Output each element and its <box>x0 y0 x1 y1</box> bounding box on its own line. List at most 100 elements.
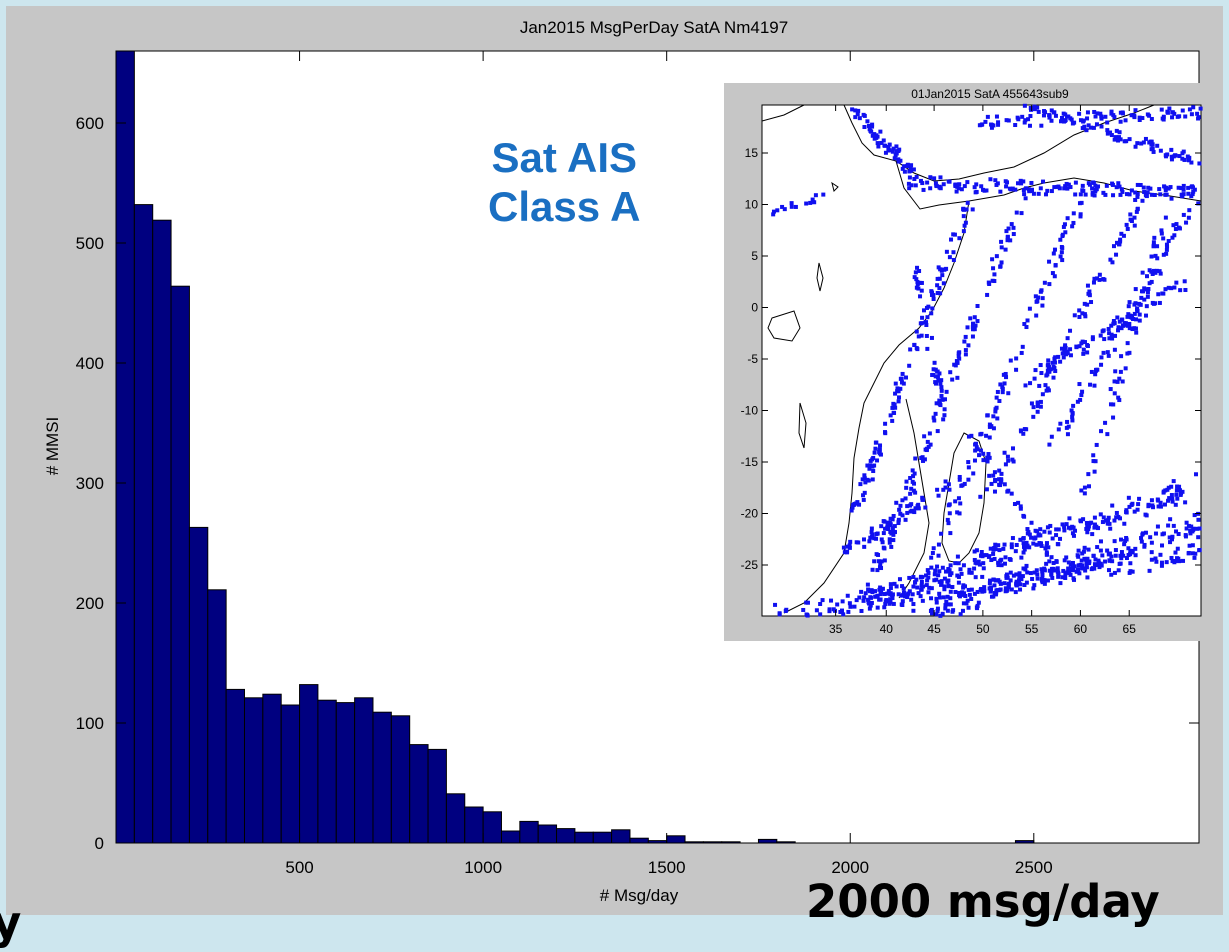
ship-position-point <box>1066 560 1071 565</box>
ship-position-point <box>862 476 867 481</box>
ship-position-point <box>962 184 967 189</box>
ship-position-point <box>1097 277 1102 282</box>
ship-position-point <box>1140 531 1145 536</box>
ship-position-point <box>1159 228 1164 233</box>
ship-position-point <box>1103 559 1108 564</box>
ship-position-point <box>1058 254 1063 259</box>
ship-position-point <box>982 585 987 590</box>
ship-position-point <box>1125 226 1130 231</box>
ship-position-point <box>773 602 778 607</box>
ship-position-point <box>974 182 979 187</box>
ship-position-point <box>929 335 934 340</box>
ship-position-point <box>983 119 988 124</box>
ship-position-point <box>1143 512 1148 517</box>
inset-x-tick-label: 50 <box>976 622 990 636</box>
ship-position-point <box>972 549 977 554</box>
ship-position-point <box>1111 415 1116 420</box>
ship-position-point <box>1186 185 1191 190</box>
ship-position-point <box>879 590 884 595</box>
ship-position-point <box>955 573 960 578</box>
ship-position-point <box>780 204 785 209</box>
ship-position-point <box>940 397 945 402</box>
ship-position-point <box>1098 548 1103 553</box>
ship-position-point <box>1117 398 1122 403</box>
ship-position-point <box>1143 136 1148 141</box>
ship-position-point <box>926 444 931 449</box>
ship-position-point <box>862 537 867 542</box>
ship-position-point <box>1135 194 1140 199</box>
ship-position-point <box>1125 341 1130 346</box>
histogram-bar <box>519 820 539 844</box>
ship-position-point <box>888 597 893 602</box>
ship-position-point <box>1117 376 1122 381</box>
histogram-bar <box>1014 840 1035 844</box>
ship-position-point <box>1105 120 1110 125</box>
ship-position-point <box>818 612 823 617</box>
ship-position-point <box>862 544 867 549</box>
ship-position-point <box>946 602 951 607</box>
ship-position-point <box>879 140 884 145</box>
ship-position-point <box>1153 253 1158 258</box>
ship-position-point <box>1095 545 1100 550</box>
ship-position-point <box>1158 271 1163 276</box>
ship-position-point <box>937 371 942 376</box>
ship-position-point <box>920 598 925 603</box>
ship-position-point <box>915 265 920 270</box>
ship-position-point <box>931 546 936 551</box>
ship-position-point <box>1021 541 1026 546</box>
ship-position-point <box>900 602 905 607</box>
ship-position-point <box>1077 571 1082 576</box>
ship-position-point <box>1121 553 1126 558</box>
histogram-bar <box>133 204 154 844</box>
ship-position-point <box>1025 543 1030 548</box>
ship-position-point <box>1092 515 1097 520</box>
ship-position-point <box>935 283 940 288</box>
ship-position-point <box>1016 500 1021 505</box>
ship-position-point <box>937 591 942 596</box>
ship-position-point <box>887 523 892 528</box>
ship-position-point <box>1103 420 1108 425</box>
ship-position-point <box>891 514 896 519</box>
ship-position-point <box>1114 128 1119 133</box>
ship-position-point <box>1010 446 1015 451</box>
ship-position-point <box>1065 419 1070 424</box>
ship-position-point <box>1112 137 1117 142</box>
ship-position-point <box>928 442 933 447</box>
ship-position-point <box>870 534 875 539</box>
ship-position-point <box>1137 496 1142 501</box>
ship-position-point <box>1025 527 1030 532</box>
ship-position-point <box>1072 313 1077 318</box>
ship-position-point <box>1087 561 1092 566</box>
ship-position-point <box>948 596 953 601</box>
ship-position-point <box>1062 558 1067 563</box>
ship-position-point <box>1024 563 1029 568</box>
ship-position-point <box>951 257 956 262</box>
ship-position-point <box>913 456 918 461</box>
histogram-bar <box>372 711 392 844</box>
ship-position-point <box>905 504 910 509</box>
ship-position-point <box>1038 186 1043 191</box>
ship-position-point <box>913 580 918 585</box>
ship-position-point <box>1129 188 1134 193</box>
ship-position-point <box>1106 353 1111 358</box>
ship-position-point <box>1177 488 1182 493</box>
ship-position-point <box>890 405 895 410</box>
ship-position-point <box>1197 548 1202 553</box>
ship-position-point <box>1123 366 1128 371</box>
ship-position-point <box>1063 345 1068 350</box>
ship-position-point <box>925 568 930 573</box>
ship-position-point <box>1154 268 1159 273</box>
ship-position-point <box>1171 223 1176 228</box>
ship-position-point <box>998 264 1003 269</box>
ship-position-point <box>1086 291 1091 296</box>
ship-position-point <box>997 477 1002 482</box>
ship-position-point <box>1104 183 1109 188</box>
ship-position-point <box>1163 215 1168 220</box>
ship-position-point <box>924 322 929 327</box>
ship-position-point <box>925 180 930 185</box>
ship-position-point <box>1141 289 1146 294</box>
ship-position-point <box>1022 120 1027 125</box>
ship-position-point <box>1181 187 1186 192</box>
ship-position-point <box>913 270 918 275</box>
histogram-bar <box>647 840 668 844</box>
